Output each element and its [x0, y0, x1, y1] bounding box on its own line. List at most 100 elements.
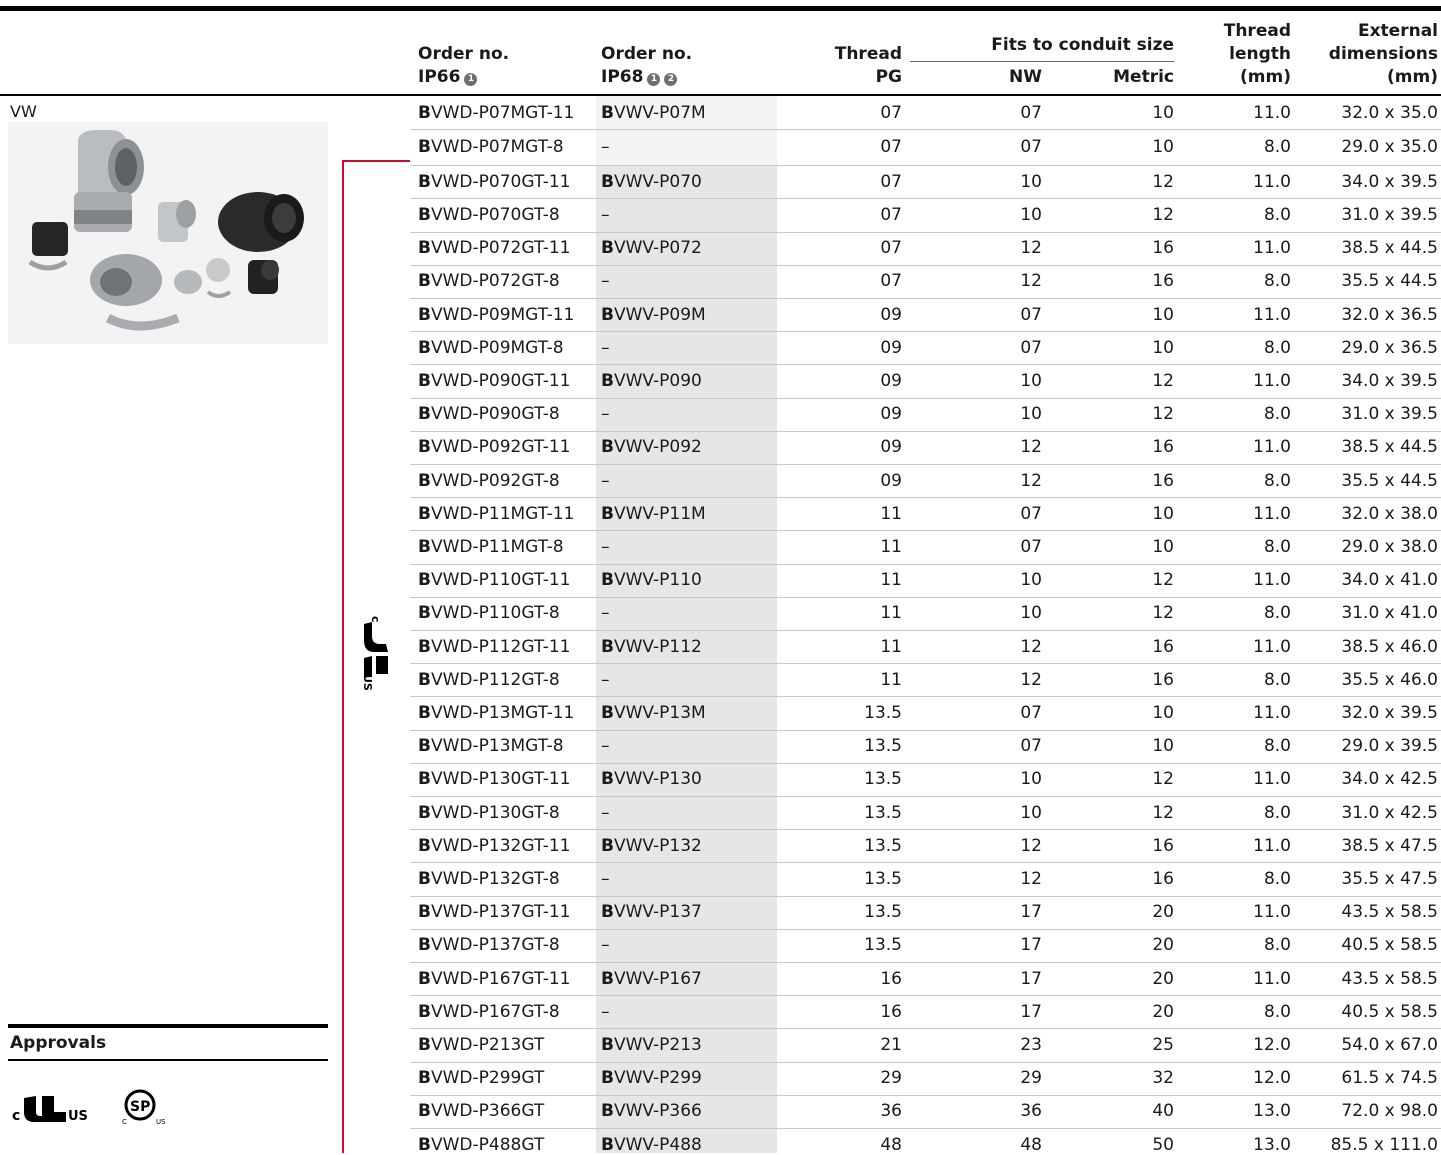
conduit-nw: 10: [1020, 205, 1042, 225]
order-no-ip66: BVWD-P110GT-11: [418, 570, 571, 590]
external-dimensions: 38.5 x 47.5: [1341, 835, 1438, 856]
external-dimensions: 29.0 x 38.0: [1341, 537, 1438, 557]
order-no-ip68: BVWV-P11M: [601, 504, 706, 524]
order-prefix: B: [601, 769, 614, 790]
order-no-ip66: BVWD-P092GT-11: [418, 437, 571, 457]
row-divider: [410, 530, 1441, 532]
order-prefix: B: [418, 337, 431, 358]
conduit-nw: 12: [1020, 470, 1042, 491]
certification-bracket-top: [342, 160, 410, 162]
order-prefix: B: [601, 1101, 614, 1122]
order-prefix: B: [601, 371, 614, 391]
order-prefix: B: [418, 1134, 431, 1155]
order-no-ip68: BVWV-P488: [601, 1135, 702, 1155]
conduit-nw: 10: [1020, 371, 1042, 391]
order-prefix: B: [418, 736, 431, 757]
order-code: VWD-P13MGT-8: [430, 736, 564, 757]
order-code: VWV-P213: [613, 1035, 702, 1055]
row-divider: [410, 331, 1441, 333]
conduit-nw: 07: [1020, 736, 1042, 757]
conduit-metric: 12: [1152, 371, 1174, 391]
row-divider: [410, 663, 1441, 665]
order-code: VWV-P090: [613, 371, 702, 391]
row-divider: [410, 397, 1441, 399]
conduit-nw: 17: [1020, 1001, 1042, 1022]
conduit-metric: 20: [1152, 1001, 1174, 1022]
external-dimensions: 34.0 x 39.5: [1341, 171, 1438, 192]
order-code: –: [601, 603, 610, 624]
order-no-ip68: –: [601, 935, 610, 955]
thread-pg: 07: [880, 171, 902, 192]
conduit-metric: 16: [1152, 835, 1174, 856]
thread-pg: 09: [880, 437, 902, 458]
conduit-metric: 10: [1152, 137, 1174, 158]
order-prefix: B: [418, 570, 431, 591]
circled-one-icon: 1: [464, 73, 478, 86]
conduit-metric: 25: [1152, 1035, 1174, 1055]
order-prefix: B: [601, 503, 614, 524]
conduit-nw: 48: [1020, 1134, 1042, 1155]
header-order-no-label: Order no.: [418, 44, 510, 64]
row-divider: [410, 129, 1441, 131]
thread-pg: 11: [880, 503, 902, 524]
order-prefix: B: [418, 102, 431, 123]
external-dimensions: 38.5 x 44.5: [1341, 437, 1438, 458]
order-code: –: [601, 869, 610, 889]
thread-length: 11.0: [1253, 968, 1291, 989]
header-metric: Metric: [1113, 67, 1174, 87]
order-no-ip66: BVWD-P13MGT-8: [418, 736, 564, 756]
thread-length: 11.0: [1253, 503, 1291, 524]
conduit-metric: 10: [1152, 736, 1174, 757]
order-no-ip66: BVWD-P07MGT-11: [418, 103, 574, 123]
order-code: VWD-P09MGT-8: [430, 337, 564, 358]
order-code: VWV-P070: [613, 171, 702, 192]
order-no-ip68: BVWV-P299: [601, 1068, 702, 1088]
header-nw: NW: [1009, 67, 1042, 87]
external-dimensions: 31.0 x 39.5: [1341, 205, 1438, 225]
order-code: VWD-P488GT: [430, 1134, 545, 1155]
order-code: VWV-P366: [613, 1101, 702, 1122]
order-code: VWV-P11M: [613, 503, 706, 524]
external-dimensions: 43.5 x 58.5: [1341, 968, 1438, 989]
row-divider: [410, 231, 1441, 233]
order-code: –: [601, 137, 610, 158]
order-prefix: B: [601, 636, 614, 657]
order-no-ip66: BVWD-P07MGT-8: [418, 137, 564, 157]
order-prefix: B: [601, 1035, 614, 1055]
row-divider: [410, 298, 1441, 299]
approvals-label: Approvals: [10, 1033, 107, 1053]
order-code: VWD-P072GT-8: [430, 271, 560, 292]
header-ip68: IP68 1 2: [601, 66, 692, 89]
order-no-ip68: –: [601, 205, 610, 225]
order-code: VWD-P110GT-11: [430, 570, 571, 591]
conduit-metric: 12: [1152, 171, 1174, 192]
order-code: VWD-P110GT-8: [430, 603, 560, 624]
thread-length: 11.0: [1253, 238, 1291, 259]
order-no-ip66: BVWD-P112GT-11: [418, 637, 571, 657]
order-code: VWV-P112: [613, 636, 702, 657]
order-code: VWD-P366GT: [430, 1101, 545, 1122]
row-divider: [410, 198, 1441, 200]
external-dimensions: 40.5 x 58.5: [1341, 935, 1438, 956]
external-dimensions: 61.5 x 74.5: [1341, 1068, 1438, 1089]
thread-pg: 16: [880, 1001, 902, 1022]
order-no-ip66: BVWD-P213GT: [418, 1035, 544, 1055]
order-no-ip68: BVWV-P132: [601, 836, 702, 856]
order-prefix: B: [418, 935, 431, 956]
svg-text:c: c: [12, 1108, 20, 1124]
conduit-nw: 10: [1020, 404, 1042, 425]
header-external-dimensions: External dimensions (mm): [1300, 20, 1438, 89]
order-prefix: B: [601, 1134, 614, 1155]
order-prefix: B: [418, 636, 431, 657]
order-code: –: [601, 470, 610, 491]
order-prefix: B: [418, 603, 431, 624]
order-prefix: B: [418, 503, 431, 524]
thread-length: 8.0: [1263, 404, 1291, 425]
conduit-nw: 12: [1020, 238, 1042, 259]
thread-length: 8.0: [1263, 669, 1291, 690]
external-dimensions: 38.5 x 46.0: [1341, 636, 1438, 657]
order-no-ip68: BVWV-P070: [601, 172, 702, 192]
conduit-nw: 07: [1020, 537, 1042, 557]
order-no-ip66: BVWD-P488GT: [418, 1135, 544, 1155]
thread-pg: 07: [880, 238, 902, 259]
